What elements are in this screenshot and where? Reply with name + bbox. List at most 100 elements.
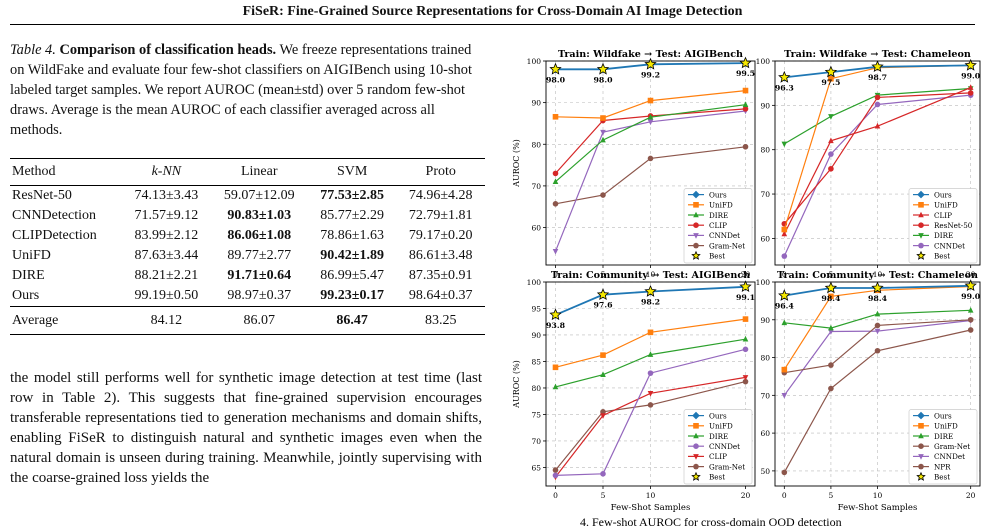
- y-tick-label: 70: [760, 391, 770, 400]
- y-tick-label: 70: [531, 437, 541, 446]
- method-cell: Average: [10, 306, 123, 335]
- best-star: [644, 284, 657, 297]
- series-point-npr: [874, 347, 881, 354]
- x-tick-label: 10: [646, 491, 656, 500]
- series-line-cnndet: [555, 348, 746, 476]
- y-tick-label: 90: [760, 316, 770, 325]
- best-value-label: 98.2: [641, 298, 660, 307]
- value-cell: 90.83±1.03: [227, 208, 292, 223]
- series-line-dire: [555, 104, 746, 183]
- figure-caption: 4. Few-shot AUROC for cross-domain OOD d…: [580, 515, 842, 529]
- series-point-clip: [552, 170, 559, 177]
- series-line-dire: [555, 338, 746, 388]
- legend-label: Best: [709, 252, 725, 261]
- y-tick-label: 90: [531, 331, 541, 340]
- value-cell: 90.42±1.89: [320, 248, 384, 263]
- x-tick-label: 0: [782, 270, 787, 279]
- best-star: [871, 60, 884, 73]
- series-point-gram-net: [600, 192, 606, 198]
- best-value-label: 98.4: [868, 294, 888, 303]
- header-linear: Linear: [210, 158, 308, 186]
- legend-label: Best: [709, 473, 725, 482]
- value-cell: 86.61±3.48: [408, 248, 473, 263]
- series-point-dire: [600, 371, 606, 378]
- chart-panel-4: Train: Community → Test: Chameleon506070…: [756, 270, 981, 513]
- legend-label: Gram-Net: [709, 462, 745, 471]
- legend-label: CNNDet: [709, 442, 740, 451]
- y-axis-label: AUROC (%): [512, 139, 521, 188]
- value-cell: 91.71±0.64: [227, 268, 292, 283]
- value-cell: 84.12: [122, 306, 211, 335]
- series-point-cnndet: [742, 346, 749, 353]
- legend-marker: [693, 211, 699, 218]
- header-rule: [10, 24, 975, 25]
- series-point-dire: [647, 113, 654, 120]
- series-point-gram-net: [552, 201, 559, 207]
- series-line-gram-net: [555, 146, 746, 205]
- series-point-unifd: [647, 97, 654, 104]
- best-value-label: 98.0: [546, 75, 566, 84]
- series-point-clip: [742, 375, 749, 381]
- series-line-unifd: [555, 318, 746, 368]
- series-line-unifd: [555, 90, 746, 119]
- x-tick-label: 20: [741, 491, 751, 500]
- series-point-resnet-50: [967, 90, 974, 96]
- chart-title: Train: Community → Test: AIGIBench: [551, 270, 750, 281]
- legend-label: CNNDet: [709, 231, 740, 240]
- table-caption: Table 4. Comparison of classification he…: [10, 40, 482, 140]
- page-title: FiSeR: Fine-Grained Source Representatio…: [242, 4, 743, 19]
- legend-marker: [693, 432, 699, 439]
- series-point-npr: [781, 469, 788, 476]
- best-value-label: 98.4: [821, 294, 841, 303]
- x-tick-label: 20: [966, 270, 976, 279]
- chart-title: Train: Wildfake → Test: Chameleon: [784, 49, 971, 60]
- best-star: [824, 65, 838, 78]
- best-value-label: 99.1: [736, 293, 755, 302]
- legend-marker: [693, 463, 699, 470]
- legend-marker: [693, 454, 699, 460]
- classification-heads-table: Method k-NN Linear SVM Proto ResNet-50 74…: [10, 158, 485, 335]
- series-point-gram-net: [828, 362, 834, 368]
- best-value-label: 99.0: [961, 292, 981, 301]
- legend-label: UniFD: [709, 201, 733, 210]
- series-line-clip: [555, 108, 746, 174]
- value-cell: 74.13±3.43: [134, 188, 199, 203]
- legend-label: CLIP: [934, 211, 952, 220]
- x-axis-label: Few-Shot Samples: [611, 503, 691, 513]
- x-tick-label: 5: [601, 491, 606, 500]
- value-cell: 86.47: [307, 306, 397, 335]
- y-tick-label: 60: [760, 429, 770, 438]
- legend-box: [908, 188, 978, 264]
- legend-label: ResNet-50: [934, 221, 973, 230]
- best-star: [824, 281, 838, 294]
- value-cell: 71.57±9.12: [134, 208, 199, 223]
- series-point-dire: [552, 178, 559, 185]
- table-row: Ours 99.19±0.50 98.97±0.37 99.23±0.17 98.64±…: [10, 286, 485, 307]
- table-row: UniFD 87.63±3.44 89.77±2.77 90.42±1.89 86.61…: [10, 246, 485, 266]
- body-paragraph-text: the model still performs well for synthe…: [10, 370, 482, 486]
- series-point-dire: [742, 101, 749, 108]
- x-axis-label: Few-Shot Samples: [838, 503, 918, 513]
- value-cell: 59.07±12.09: [223, 188, 295, 203]
- series-point-unifd: [742, 316, 749, 322]
- series-line-dire: [783, 87, 971, 145]
- y-tick-label: 80: [531, 384, 541, 393]
- series-point-dire: [874, 310, 881, 317]
- table-body: ResNet-50 74.13±3.43 59.07±12.09 77.53±2.85…: [10, 186, 485, 307]
- value-cell: 98.64±0.37: [396, 286, 485, 307]
- value-cell: 79.17±0.20: [408, 228, 473, 243]
- method-cell: ResNet-50: [12, 188, 72, 203]
- legend-label: CLIP: [709, 221, 727, 230]
- header-knn-label: k-NN: [151, 164, 182, 179]
- series-point-cnndet: [647, 119, 654, 126]
- series-point-dire: [600, 136, 606, 143]
- legend-marker: [693, 222, 699, 228]
- legend-marker: [693, 233, 699, 239]
- chart-panel-3: Train: Community → Test: AIGIBench 65 70 75…: [512, 270, 756, 513]
- value-cell: 87.63±3.44: [134, 248, 199, 263]
- best-star: [964, 58, 977, 71]
- value-cell: 77.53±2.85: [320, 188, 384, 203]
- legend-marker: [692, 411, 700, 420]
- series-point-dire: [781, 141, 788, 148]
- method-cell: DIRE: [12, 268, 45, 283]
